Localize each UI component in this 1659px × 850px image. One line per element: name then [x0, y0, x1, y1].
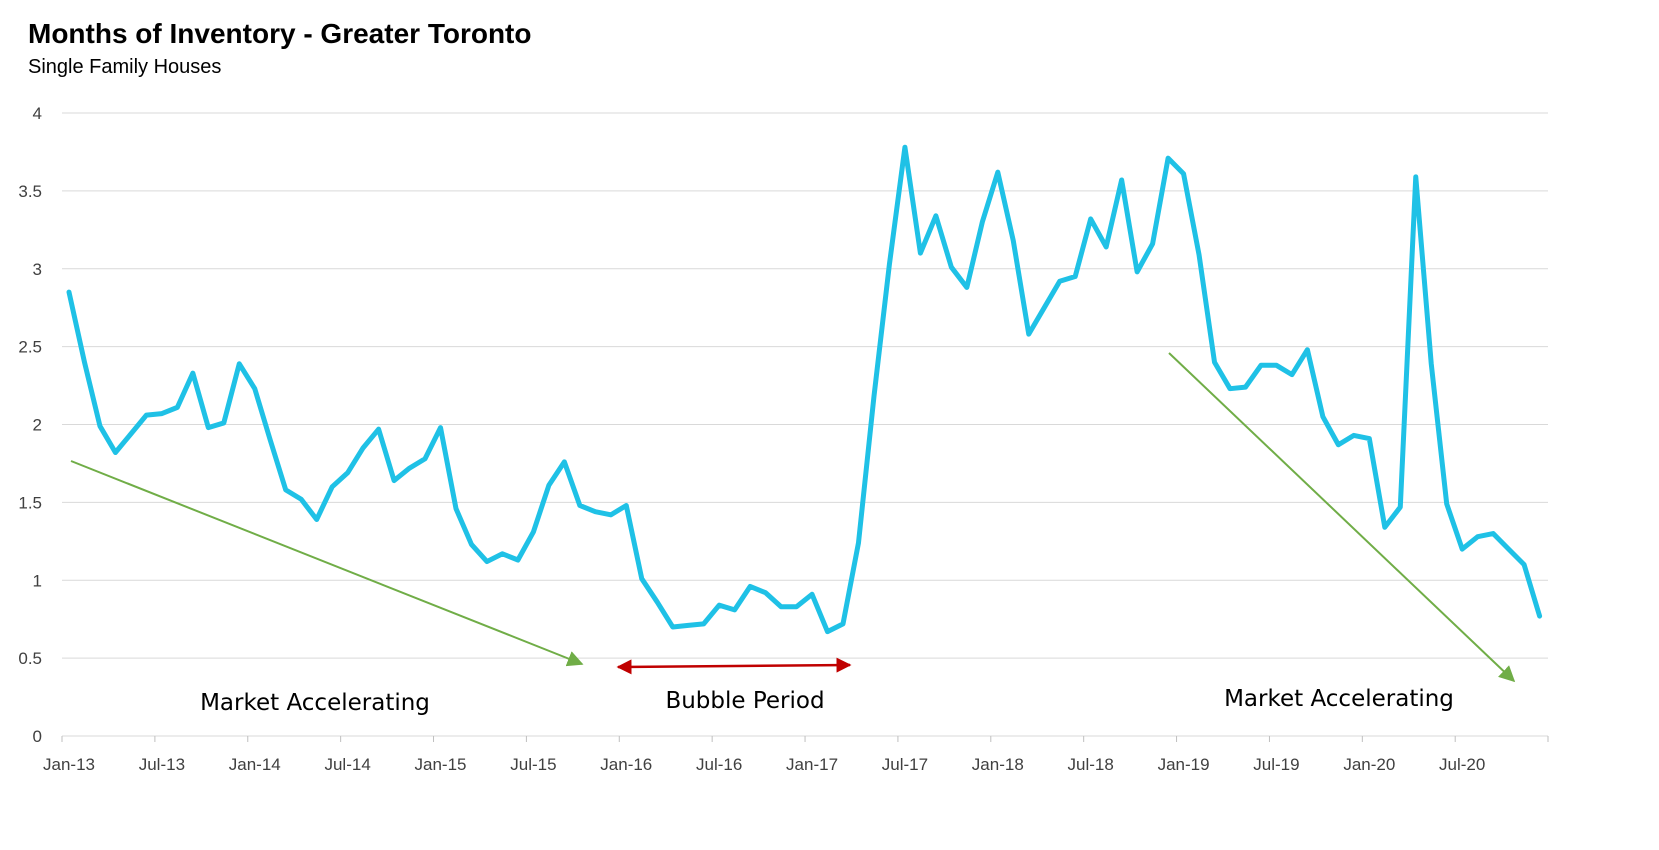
trend-arrow-left [70, 460, 584, 667]
annotation-market-accelerating-left: Market Accelerating [200, 690, 430, 716]
x-tick-label: Jan-18 [972, 755, 1024, 774]
trend-arrow-right [1168, 352, 1516, 683]
x-tick-label: Jul-18 [1068, 755, 1114, 774]
x-tick-label: Jan-16 [600, 755, 652, 774]
x-tick-label: Jul-16 [696, 755, 742, 774]
bubble-period-arrow [616, 657, 852, 675]
x-tick-label: Jul-15 [510, 755, 556, 774]
x-tick-label: Jan-14 [229, 755, 281, 774]
chart-subtitle: Single Family Houses [28, 56, 222, 78]
y-tick-label: 4 [33, 104, 42, 123]
x-tick-label: Jan-17 [786, 755, 838, 774]
y-tick-label: 0.5 [18, 649, 42, 668]
x-tick-label: Jul-19 [1253, 755, 1299, 774]
x-tick-label: Jul-17 [882, 755, 928, 774]
x-tick-label: Jul-13 [139, 755, 185, 774]
series-line-0 [66, 144, 1543, 635]
chart-title: Months of Inventory - Greater Toronto [28, 18, 532, 49]
x-tick-label: Jan-15 [415, 755, 467, 774]
series-layer [66, 144, 1543, 635]
annotation-market-accelerating-right: Market Accelerating [1224, 686, 1454, 712]
y-tick-label: 3 [33, 260, 42, 279]
y-axis-ticks: 0 0.5 1 1.5 2 2.5 3 3.5 4 [18, 104, 42, 746]
y-tick-label: 1 [33, 571, 42, 590]
annotations: Market Accelerating Bubble Period Market… [70, 352, 1516, 716]
y-tick-label: 2 [33, 416, 42, 435]
y-tick-label: 1.5 [18, 493, 42, 512]
x-tick-label: Jul-20 [1439, 755, 1485, 774]
x-tick-label: Jul-14 [324, 755, 370, 774]
y-tick-label: 2.5 [18, 338, 42, 357]
x-axis-ticks: Jan-13 Jul-13 Jan-14 Jul-14 Jan-15 Jul-15 Jan-… [43, 736, 1549, 774]
x-tick-label: Jan-20 [1343, 755, 1395, 774]
x-tick-label: Jan-19 [1158, 755, 1210, 774]
x-tick-label: Jan-13 [43, 755, 95, 774]
annotation-bubble-period: Bubble Period [665, 688, 824, 714]
y-tick-label: 3.5 [18, 182, 42, 201]
y-tick-label: 0 [33, 727, 42, 746]
